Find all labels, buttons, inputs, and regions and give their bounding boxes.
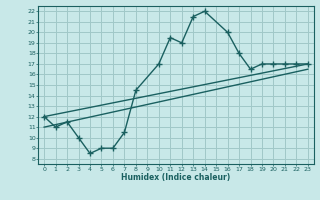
X-axis label: Humidex (Indice chaleur): Humidex (Indice chaleur): [121, 173, 231, 182]
